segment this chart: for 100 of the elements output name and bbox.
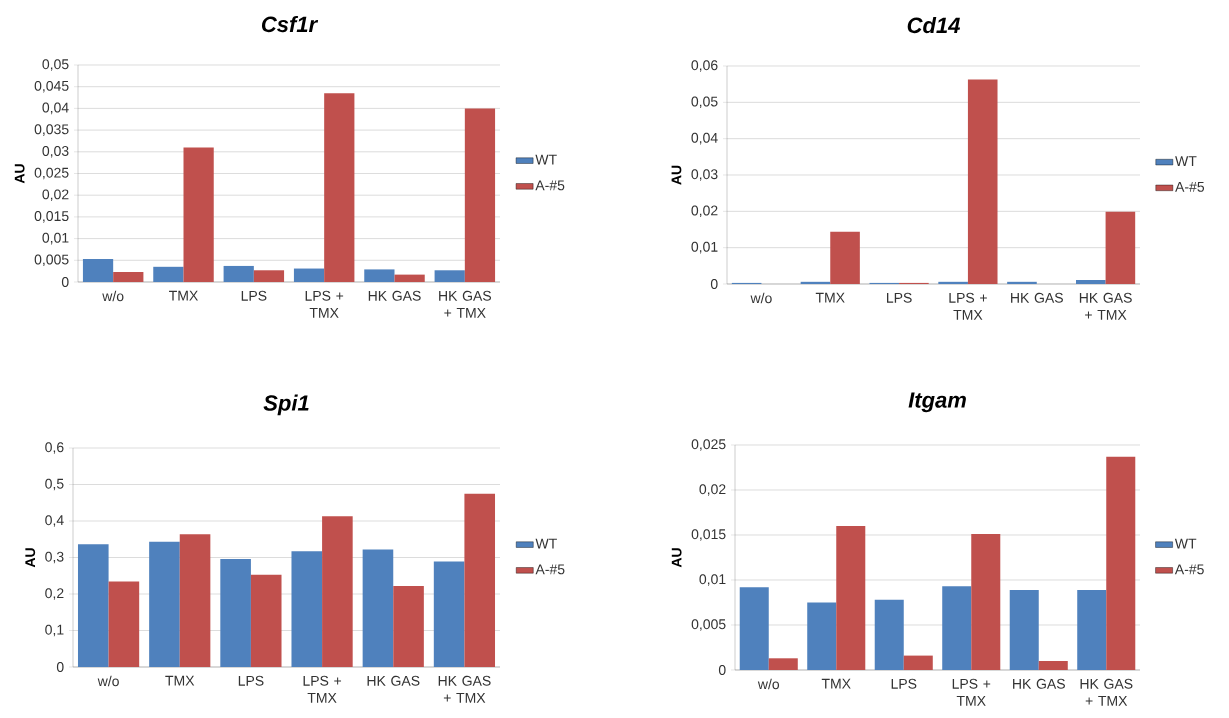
legend-label: A-#5	[1174, 564, 1204, 575]
x-tick-label: HK GAS	[1011, 292, 1063, 303]
bar	[971, 534, 1001, 670]
x-tick-label: LPS	[891, 678, 917, 689]
x-tick-label: w/o	[102, 290, 124, 302]
y-tick-label: 0,5	[45, 478, 64, 491]
y-tick-label: 0,2	[45, 588, 64, 600]
y-tick-label: 0,04	[42, 102, 69, 115]
chart-title: Itgam	[908, 392, 966, 413]
legend-label: WT	[535, 154, 557, 165]
bar	[807, 602, 837, 670]
bar	[108, 581, 140, 667]
x-tick-label: LPS + TMX	[949, 292, 987, 320]
y-tick-label: 0,6	[45, 442, 64, 454]
y-axis-title: AU	[14, 164, 25, 184]
bar	[394, 274, 425, 282]
y-tick-label: 0,02	[691, 205, 718, 218]
bar	[113, 272, 144, 282]
bar	[434, 270, 465, 282]
x-tick-label: HK GAS	[367, 675, 420, 686]
bar	[291, 551, 323, 667]
bar	[1038, 661, 1068, 670]
x-tick-label: HK GAS + TMX	[438, 675, 491, 703]
x-tick-label: LPS	[887, 292, 912, 303]
bar	[149, 541, 180, 667]
y-tick-label: 0,4	[45, 515, 64, 527]
bar	[1106, 456, 1136, 670]
y-tick-label: 0,005	[34, 254, 69, 267]
y-tick-label: 0,045	[34, 80, 69, 93]
bar	[293, 268, 325, 282]
x-tick-label: HK GAS + TMX	[1079, 292, 1132, 320]
x-tick-label: TMX	[169, 290, 198, 301]
x-tick-label: w/o	[757, 678, 780, 690]
x-tick-label: LPS + TMX	[303, 675, 342, 703]
bar	[220, 558, 251, 667]
bar	[967, 79, 998, 284]
bar	[324, 93, 355, 282]
bar	[1075, 280, 1106, 284]
bar	[830, 231, 860, 284]
legend-label: WT	[535, 538, 557, 549]
bar	[739, 587, 769, 670]
x-tick-label: TMX	[821, 678, 851, 689]
legend-label: WT	[1175, 156, 1197, 166]
legend-label: A-#5	[1175, 182, 1205, 192]
y-tick-label: 0,03	[42, 146, 69, 158]
bar	[393, 585, 424, 667]
x-tick-label: HK GAS + TMX	[439, 290, 492, 318]
x-tick-label: LPS + TMX	[952, 678, 991, 706]
x-tick-label: w/o	[750, 292, 772, 304]
y-axis-title: AU	[671, 548, 682, 568]
y-axis-title: AU	[671, 165, 682, 185]
chart-title: Csf1r	[261, 15, 319, 33]
x-tick-label: LPS	[241, 290, 267, 301]
bar	[836, 526, 866, 670]
legend-label: WT	[1174, 538, 1197, 549]
x-tick-label: LPS	[238, 675, 264, 686]
bar	[322, 516, 353, 667]
x-tick-label: w/o	[97, 675, 119, 687]
x-tick-label: HK GAS + TMX	[1080, 678, 1133, 706]
bar	[223, 265, 254, 282]
bar	[1077, 589, 1107, 670]
y-tick-label: 0	[61, 277, 69, 287]
bar	[903, 655, 933, 670]
bar	[464, 108, 496, 282]
bar	[1009, 589, 1039, 670]
y-tick-label: 0,06	[691, 60, 718, 72]
y-tick-label: 0	[56, 662, 64, 672]
y-tick-label: 0	[710, 279, 718, 289]
y-tick-label: 0,3	[45, 551, 64, 564]
bar	[77, 544, 109, 667]
bar	[768, 658, 798, 670]
y-tick-label: 0,01	[699, 574, 726, 586]
bar	[253, 270, 285, 282]
bar	[362, 549, 394, 667]
bar	[464, 493, 496, 667]
bar	[874, 599, 904, 670]
x-tick-label: LPS + TMX	[305, 290, 344, 318]
bar	[250, 574, 282, 667]
bar	[1007, 281, 1037, 284]
bar	[183, 147, 214, 282]
bar	[179, 534, 211, 667]
chart-title: Cd14	[907, 16, 961, 34]
y-tick-label: 0,005	[691, 619, 726, 631]
x-tick-label: HK GAS	[1013, 678, 1065, 689]
bar	[82, 258, 114, 282]
y-tick-label: 0,1	[45, 624, 64, 637]
y-tick-label: 0	[718, 665, 726, 675]
y-tick-label: 0,02	[699, 484, 726, 496]
chart-title: Spi1	[263, 394, 309, 416]
x-tick-label: HK GAS	[368, 290, 421, 301]
y-tick-label: 0,01	[691, 241, 718, 254]
bar	[364, 269, 395, 282]
legend-label: A-#5	[535, 180, 565, 191]
y-tick-label: 0,02	[42, 189, 69, 201]
y-tick-label: 0,05	[42, 59, 69, 71]
y-tick-label: 0,01	[42, 232, 69, 245]
bar	[433, 561, 465, 667]
y-tick-label: 0,025	[34, 167, 69, 180]
bar	[153, 266, 184, 282]
bar	[938, 281, 968, 284]
